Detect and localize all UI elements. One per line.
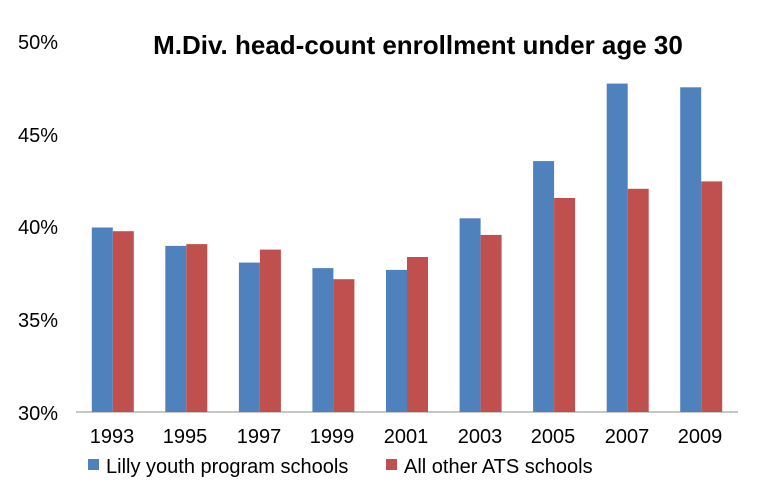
bar-lilly-1995	[165, 245, 187, 412]
bar-other-ats-2007	[627, 188, 649, 412]
bar-other-ats-1999	[333, 279, 355, 412]
x-tick-label: 2009	[678, 426, 723, 448]
y-tick-label: 50%	[18, 32, 58, 54]
y-tick-label: 40%	[18, 217, 58, 239]
bar-lilly-2005	[533, 161, 555, 412]
legend: Lilly youth program schools All other AT…	[88, 456, 593, 478]
bar-lilly-2009	[680, 87, 702, 413]
legend-label-other-ats: All other ATS schools	[404, 456, 593, 478]
y-tick-label: 35%	[18, 310, 58, 332]
bar-lilly-2001	[386, 269, 407, 412]
x-axis-ticks: 1993 1995 1997 1999 2001 2003 2005 2007 …	[90, 426, 723, 448]
bar-other-ats-2005	[554, 198, 576, 412]
bar-lilly-1993	[91, 227, 113, 412]
x-tick-label: 1995	[163, 426, 208, 448]
chart-title: M.Div. head-count enrollment under age 3…	[153, 30, 683, 60]
x-tick-label: 2007	[605, 426, 650, 448]
x-tick-label: 2001	[384, 426, 429, 448]
bar-other-ats-1997	[259, 249, 281, 412]
x-tick-label: 2003	[458, 426, 503, 448]
bar-other-ats-2009	[701, 181, 723, 412]
legend-label-lilly: Lilly youth program schools	[106, 456, 348, 478]
x-tick-label: 1999	[310, 426, 355, 448]
bar-lilly-1999	[312, 268, 334, 412]
y-axis-ticks: 30% 35% 40% 45% 50%	[18, 32, 58, 425]
bar-other-ats-1995	[186, 244, 208, 412]
bar-other-ats-2003	[480, 234, 502, 412]
legend-swatch-lilly	[88, 459, 99, 470]
bar-other-ats-2001	[407, 257, 428, 412]
bar-lilly-1997	[238, 262, 260, 412]
legend-swatch-other-ats	[386, 459, 397, 470]
bar-lilly-2003	[459, 218, 481, 412]
y-tick-label: 45%	[18, 125, 58, 147]
bar-lilly-2007	[606, 83, 628, 412]
x-tick-label: 2005	[531, 426, 576, 448]
x-tick-label: 1997	[237, 426, 282, 448]
bar-other-ats-1993	[112, 231, 134, 412]
y-tick-label: 30%	[18, 403, 58, 425]
bars-group	[91, 83, 723, 413]
x-tick-label: 1993	[90, 426, 135, 448]
